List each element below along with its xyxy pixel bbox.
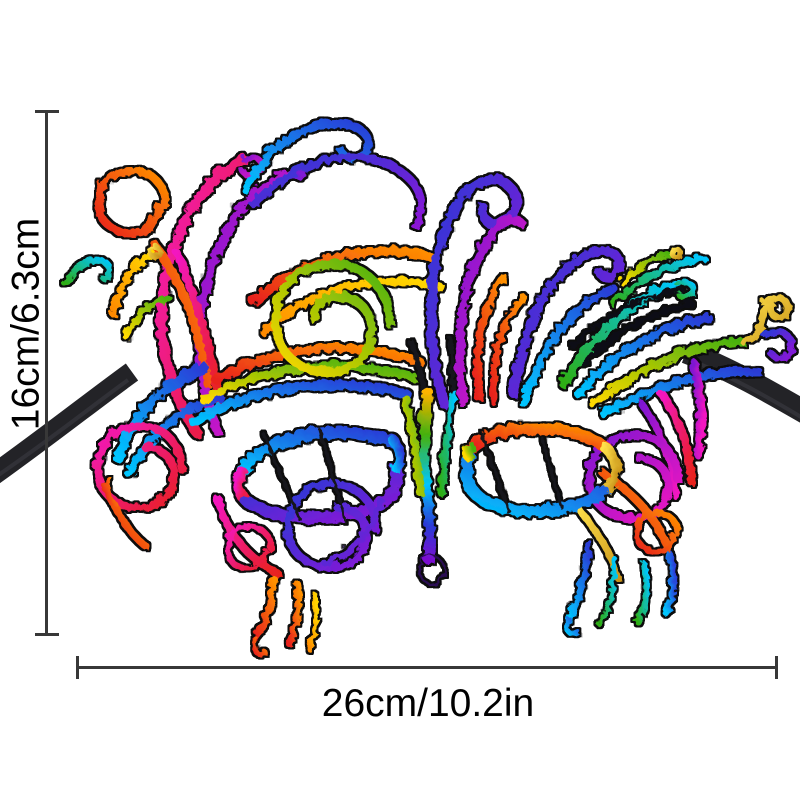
height-line-bottom-cap [35,633,59,636]
height-line [45,111,48,635]
right-ribbon-tie [681,341,800,423]
height-dimension-label: 16cm/6.3cm [4,217,48,431]
ribbon-ties [0,341,800,484]
width-line-right-cap [775,656,778,679]
left-ribbon-tie [0,363,139,484]
lace-mask-body [60,117,794,655]
width-line [77,666,777,669]
width-dimension-label: 26cm/10.2in [321,682,535,725]
